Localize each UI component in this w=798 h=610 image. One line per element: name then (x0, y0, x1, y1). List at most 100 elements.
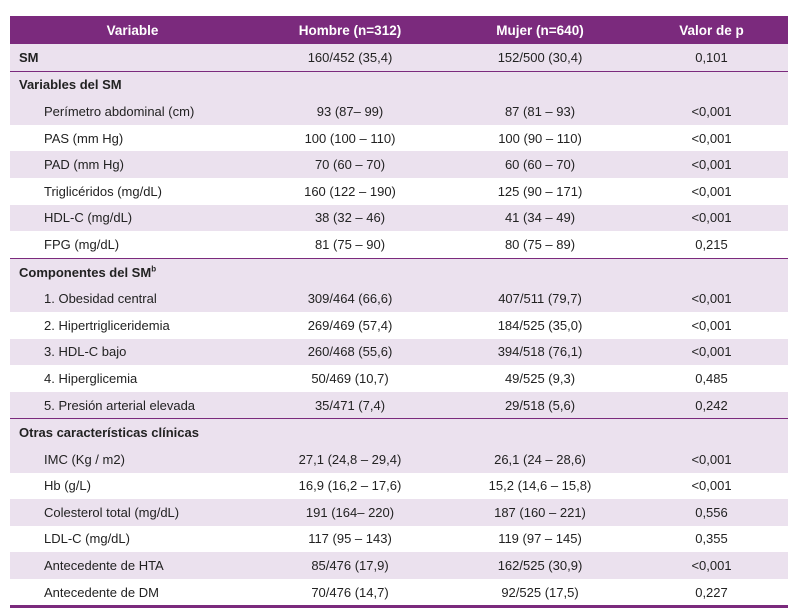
p-value-cell: <0,001 (635, 177, 788, 205)
row-label: 3. HDL-C bajo (10, 338, 255, 366)
row-label: IMC (Kg / m2) (10, 445, 255, 473)
p-value-cell: <0,001 (635, 338, 788, 366)
row-label: 5. Presión arterial elevada (10, 391, 255, 419)
mujer-cell: 92/525 (17,5) (445, 578, 635, 606)
mujer-cell: 60 (60 – 70) (445, 151, 635, 178)
results-table: Variable Hombre (n=312) Mujer (n=640) Va… (10, 16, 788, 606)
hombre-cell: 70 (60 – 70) (255, 151, 445, 178)
mujer-cell: 184/525 (35,0) (445, 311, 635, 339)
table-row: Antecedente de HTA 85/476 (17,9) 162/525… (10, 552, 788, 579)
empty-cell (445, 257, 635, 286)
hombre-cell: 50/469 (10,7) (255, 365, 445, 392)
empty-cell (635, 418, 788, 446)
mujer-cell: 187 (160 – 221) (445, 499, 635, 526)
p-value-cell: 0,215 (635, 231, 788, 259)
row-label: HDL-C (mg/dL) (10, 204, 255, 232)
hombre-cell: 70/476 (14,7) (255, 578, 445, 606)
empty-cell (445, 70, 635, 99)
results-table-container: Variable Hombre (n=312) Mujer (n=640) Va… (10, 16, 788, 609)
hombre-cell: 100 (100 – 110) (255, 124, 445, 152)
empty-cell (635, 70, 788, 99)
hombre-cell: 27,1 (24,8 – 29,4) (255, 445, 445, 473)
row-label: Perímetro abdominal (cm) (10, 98, 255, 125)
table-row: 1. Obesidad central 309/464 (66,6) 407/5… (10, 285, 788, 312)
table-row: LDL-C (mg/dL) 117 (95 – 143) 119 (97 – 1… (10, 525, 788, 553)
mujer-cell: 119 (97 – 145) (445, 525, 635, 553)
section-label-text: Componentes del SM (19, 264, 152, 280)
section-label: Otras características clínicas (10, 418, 255, 446)
section-row: Variables del SM (10, 70, 788, 99)
table-row: 2. Hipertrigliceridemia 269/469 (57,4) 1… (10, 311, 788, 339)
row-label: 2. Hipertrigliceridemia (10, 311, 255, 339)
hombre-cell: 38 (32 – 46) (255, 204, 445, 232)
p-value-cell: 0,227 (635, 578, 788, 606)
hombre-cell: 81 (75 – 90) (255, 231, 445, 259)
table-body: SM 160/452 (35,4) 152/500 (30,4) 0,101 V… (10, 44, 788, 606)
mujer-cell: 152/500 (30,4) (445, 44, 635, 72)
empty-cell (255, 418, 445, 446)
row-label: 1. Obesidad central (10, 285, 255, 312)
table-row: 3. HDL-C bajo 260/468 (55,6) 394/518 (76… (10, 338, 788, 366)
p-value-cell: 0,101 (635, 44, 788, 72)
p-value-cell: <0,001 (635, 98, 788, 125)
p-value-cell: <0,001 (635, 472, 788, 500)
table-header: Variable Hombre (n=312) Mujer (n=640) Va… (10, 16, 788, 44)
mujer-cell: 125 (90 – 171) (445, 177, 635, 205)
table-row: IMC (Kg / m2) 27,1 (24,8 – 29,4) 26,1 (2… (10, 445, 788, 473)
hombre-cell: 85/476 (17,9) (255, 552, 445, 579)
p-value-cell: <0,001 (635, 285, 788, 312)
row-label: LDL-C (mg/dL) (10, 525, 255, 553)
section-row: Otras características clínicas (10, 418, 788, 446)
row-label: Colesterol total (mg/dL) (10, 499, 255, 526)
hombre-cell: 117 (95 – 143) (255, 525, 445, 553)
row-label: Antecedente de DM (10, 578, 255, 606)
mujer-cell: 162/525 (30,9) (445, 552, 635, 579)
p-value-cell: 0,556 (635, 499, 788, 526)
mujer-cell: 49/525 (9,3) (445, 365, 635, 392)
row-label: PAD (mm Hg) (10, 151, 255, 178)
table-row: PAS (mm Hg) 100 (100 – 110) 100 (90 – 11… (10, 124, 788, 152)
mujer-cell: 100 (90 – 110) (445, 124, 635, 152)
mujer-cell: 29/518 (5,6) (445, 391, 635, 419)
hombre-cell: 93 (87– 99) (255, 98, 445, 125)
hombre-cell: 160 (122 – 190) (255, 177, 445, 205)
hombre-cell: 309/464 (66,6) (255, 285, 445, 312)
p-value-cell: <0,001 (635, 445, 788, 473)
row-label: SM (10, 44, 255, 72)
mujer-cell: 26,1 (24 – 28,6) (445, 445, 635, 473)
table-bottom-rule (10, 605, 788, 609)
table-row: Colesterol total (mg/dL) 191 (164– 220) … (10, 499, 788, 526)
hombre-cell: 269/469 (57,4) (255, 311, 445, 339)
p-value-cell: 0,485 (635, 365, 788, 392)
hombre-cell: 16,9 (16,2 – 17,6) (255, 472, 445, 500)
table-row: HDL-C (mg/dL) 38 (32 – 46) 41 (34 – 49) … (10, 204, 788, 232)
section-row: Componentes del SMb (10, 257, 788, 286)
table-row: Antecedente de DM 70/476 (14,7) 92/525 (… (10, 578, 788, 606)
p-value-cell: <0,001 (635, 552, 788, 579)
header-variable: Variable (10, 16, 255, 44)
row-label: Antecedente de HTA (10, 552, 255, 579)
table-row: SM 160/452 (35,4) 152/500 (30,4) 0,101 (10, 44, 788, 72)
table-row: Triglicéridos (mg/dL) 160 (122 – 190) 12… (10, 177, 788, 205)
hombre-cell: 191 (164– 220) (255, 499, 445, 526)
empty-cell (255, 257, 445, 286)
footnote-marker: b (151, 264, 157, 274)
mujer-cell: 41 (34 – 49) (445, 204, 635, 232)
p-value-cell: <0,001 (635, 311, 788, 339)
row-label: Triglicéridos (mg/dL) (10, 177, 255, 205)
table-row: Perímetro abdominal (cm) 93 (87– 99) 87 … (10, 98, 788, 125)
p-value-cell: 0,242 (635, 391, 788, 419)
section-label: Componentes del SMb (10, 257, 255, 286)
row-label: 4. Hiperglicemia (10, 365, 255, 392)
row-label: PAS (mm Hg) (10, 124, 255, 152)
mujer-cell: 407/511 (79,7) (445, 285, 635, 312)
p-value-cell: 0,355 (635, 525, 788, 553)
row-label: FPG (mg/dL) (10, 231, 255, 259)
header-p-value: Valor de p (635, 16, 788, 44)
table-row: 5. Presión arterial elevada 35/471 (7,4)… (10, 391, 788, 419)
p-value-cell: <0,001 (635, 151, 788, 178)
table-row: Hb (g/L) 16,9 (16,2 – 17,6) 15,2 (14,6 –… (10, 472, 788, 500)
mujer-cell: 394/518 (76,1) (445, 338, 635, 366)
header-mujer: Mujer (n=640) (445, 16, 635, 44)
hombre-cell: 35/471 (7,4) (255, 391, 445, 419)
